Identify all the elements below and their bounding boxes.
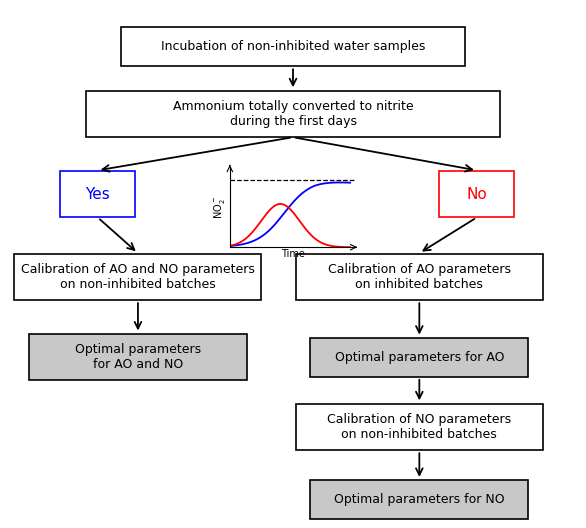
Text: No: No xyxy=(466,186,487,202)
FancyBboxPatch shape xyxy=(440,171,514,218)
X-axis label: Time: Time xyxy=(281,249,305,259)
Text: Calibration of AO parameters
on inhibited batches: Calibration of AO parameters on inhibite… xyxy=(328,263,511,291)
FancyBboxPatch shape xyxy=(310,480,529,519)
Text: Incubation of non-inhibited water samples: Incubation of non-inhibited water sample… xyxy=(161,40,425,53)
FancyBboxPatch shape xyxy=(15,253,261,300)
FancyBboxPatch shape xyxy=(29,334,247,380)
FancyBboxPatch shape xyxy=(121,27,465,66)
Text: Optimal parameters
for AO and NO: Optimal parameters for AO and NO xyxy=(75,343,201,371)
Text: Optimal parameters for AO: Optimal parameters for AO xyxy=(335,351,504,364)
Text: Yes: Yes xyxy=(86,186,110,202)
Y-axis label: NO$_2^-$: NO$_2^-$ xyxy=(212,195,227,219)
FancyBboxPatch shape xyxy=(60,171,135,218)
FancyBboxPatch shape xyxy=(310,338,529,376)
Text: Calibration of AO and NO parameters
on non-inhibited batches: Calibration of AO and NO parameters on n… xyxy=(21,263,255,291)
FancyBboxPatch shape xyxy=(296,253,543,300)
Text: Optimal parameters for NO: Optimal parameters for NO xyxy=(334,493,505,506)
Text: Ammonium totally converted to nitrite
during the first days: Ammonium totally converted to nitrite du… xyxy=(173,100,413,128)
FancyBboxPatch shape xyxy=(296,404,543,450)
FancyBboxPatch shape xyxy=(86,91,500,137)
Text: Calibration of NO parameters
on non-inhibited batches: Calibration of NO parameters on non-inhi… xyxy=(327,413,512,441)
